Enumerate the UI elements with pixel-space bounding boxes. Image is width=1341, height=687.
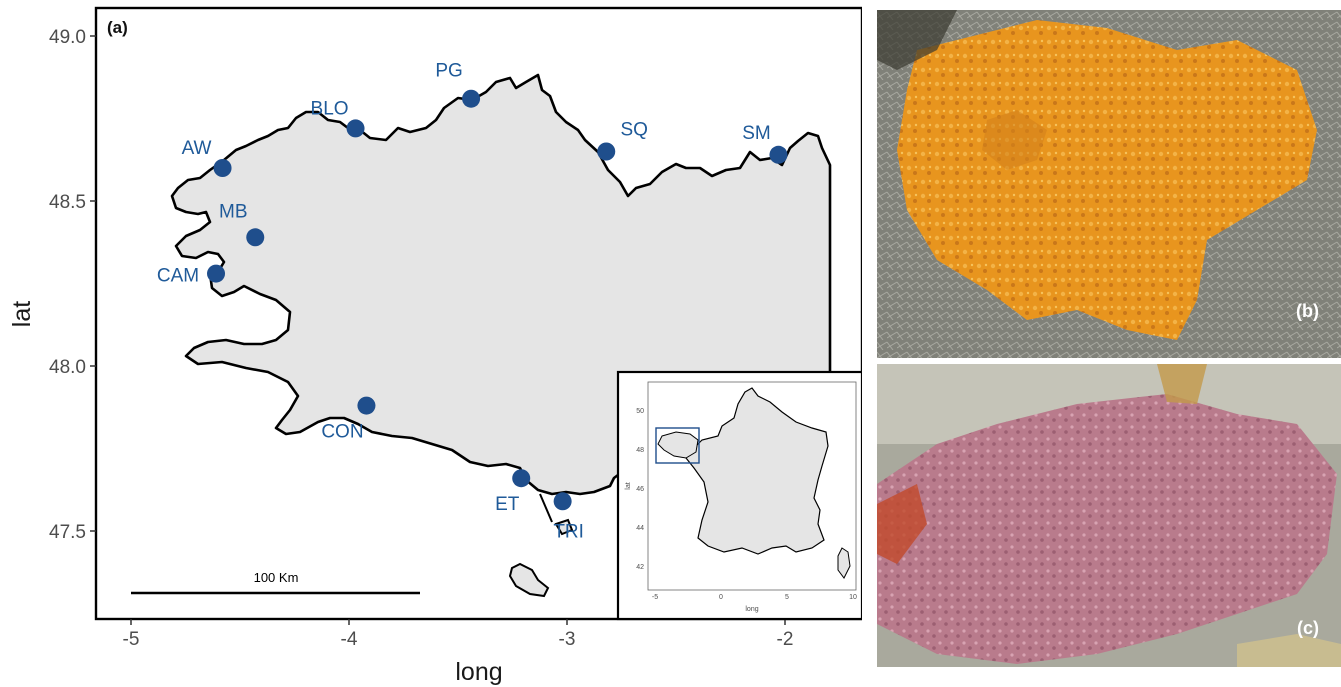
x-axis: -5 -4 -3 -2 [123,619,794,650]
sites-layer: AW BLO PG SQ SM MB CAM CON ET TRI [157,61,788,542]
panel-tag-b: (b) [1296,301,1319,321]
y-tick-label: 47.5 [49,522,86,543]
site-label-mb: MB [219,201,248,222]
x-tick-label: -3 [559,629,576,650]
site-label-aw: AW [182,138,212,159]
photo-pink-specimen: (c) [877,364,1341,667]
map-panel-a: 49.0 48.5 48.0 47.5 -5 -4 -3 -2 long lat… [8,6,862,686]
inset-x-tick: 10 [849,594,857,601]
y-tick-label: 48.5 [49,192,86,213]
site-point-mb [246,228,265,247]
x-tick-label: -5 [123,629,140,650]
panel-tag-c: (c) [1297,618,1319,638]
site-point-con [357,396,376,415]
site-label-con: CON [321,422,363,443]
site-label-sq: SQ [621,120,648,141]
orange-specimen-image [877,10,1341,358]
site-label-tri: TRI [553,521,584,542]
belle-ile-island [508,562,550,598]
site-point-aw [213,159,232,177]
quiberon-peninsula [539,493,553,523]
corsica-outline [837,547,851,579]
y-axis: 49.0 48.5 48.0 47.5 [49,27,96,543]
x-axis-title: long [455,658,502,686]
inset-y-tick: 42 [636,564,644,571]
y-tick-label: 48.0 [49,357,86,378]
photo-orange-specimen: (b) [877,10,1341,358]
inset-x-tick: 0 [719,594,723,601]
inset-x-tick: 5 [785,594,789,601]
inset-x-title: long [745,606,758,613]
inset-y-tick: 44 [636,525,644,532]
inset-y-tick: 50 [636,408,644,415]
inset-highlight-box [655,427,700,464]
site-point-blo [346,119,365,138]
site-point-tri [553,492,572,511]
plot-frame [94,6,862,621]
inset-y-title: lat [625,482,632,489]
pink-specimen-image [877,364,1341,667]
site-point-cam [207,264,226,283]
inset-x-tick: -5 [652,594,658,601]
site-point-sm [769,145,788,164]
site-label-blo: BLO [311,98,349,119]
inset-y-tick: 46 [636,486,644,493]
y-axis-title: lat [8,301,36,327]
site-label-pg: PG [435,61,462,82]
x-tick-label: -2 [777,629,794,650]
site-label-sm: SM [742,123,771,144]
site-point-et [512,469,531,488]
site-point-pg [462,89,481,108]
brittany-inset [657,431,699,459]
panel-tag-a: (a) [107,18,128,37]
inset-map: 50 48 46 44 42 -5 0 5 10 long lat [616,370,862,621]
x-tick-label: -4 [341,629,358,650]
small-island [554,518,574,536]
y-tick-label: 49.0 [49,27,86,48]
site-label-et: ET [495,494,520,515]
scale-bar-label: 100 Km [254,570,299,585]
site-point-sq [597,142,616,161]
site-label-cam: CAM [157,266,199,287]
inset-y-tick: 48 [636,447,644,454]
